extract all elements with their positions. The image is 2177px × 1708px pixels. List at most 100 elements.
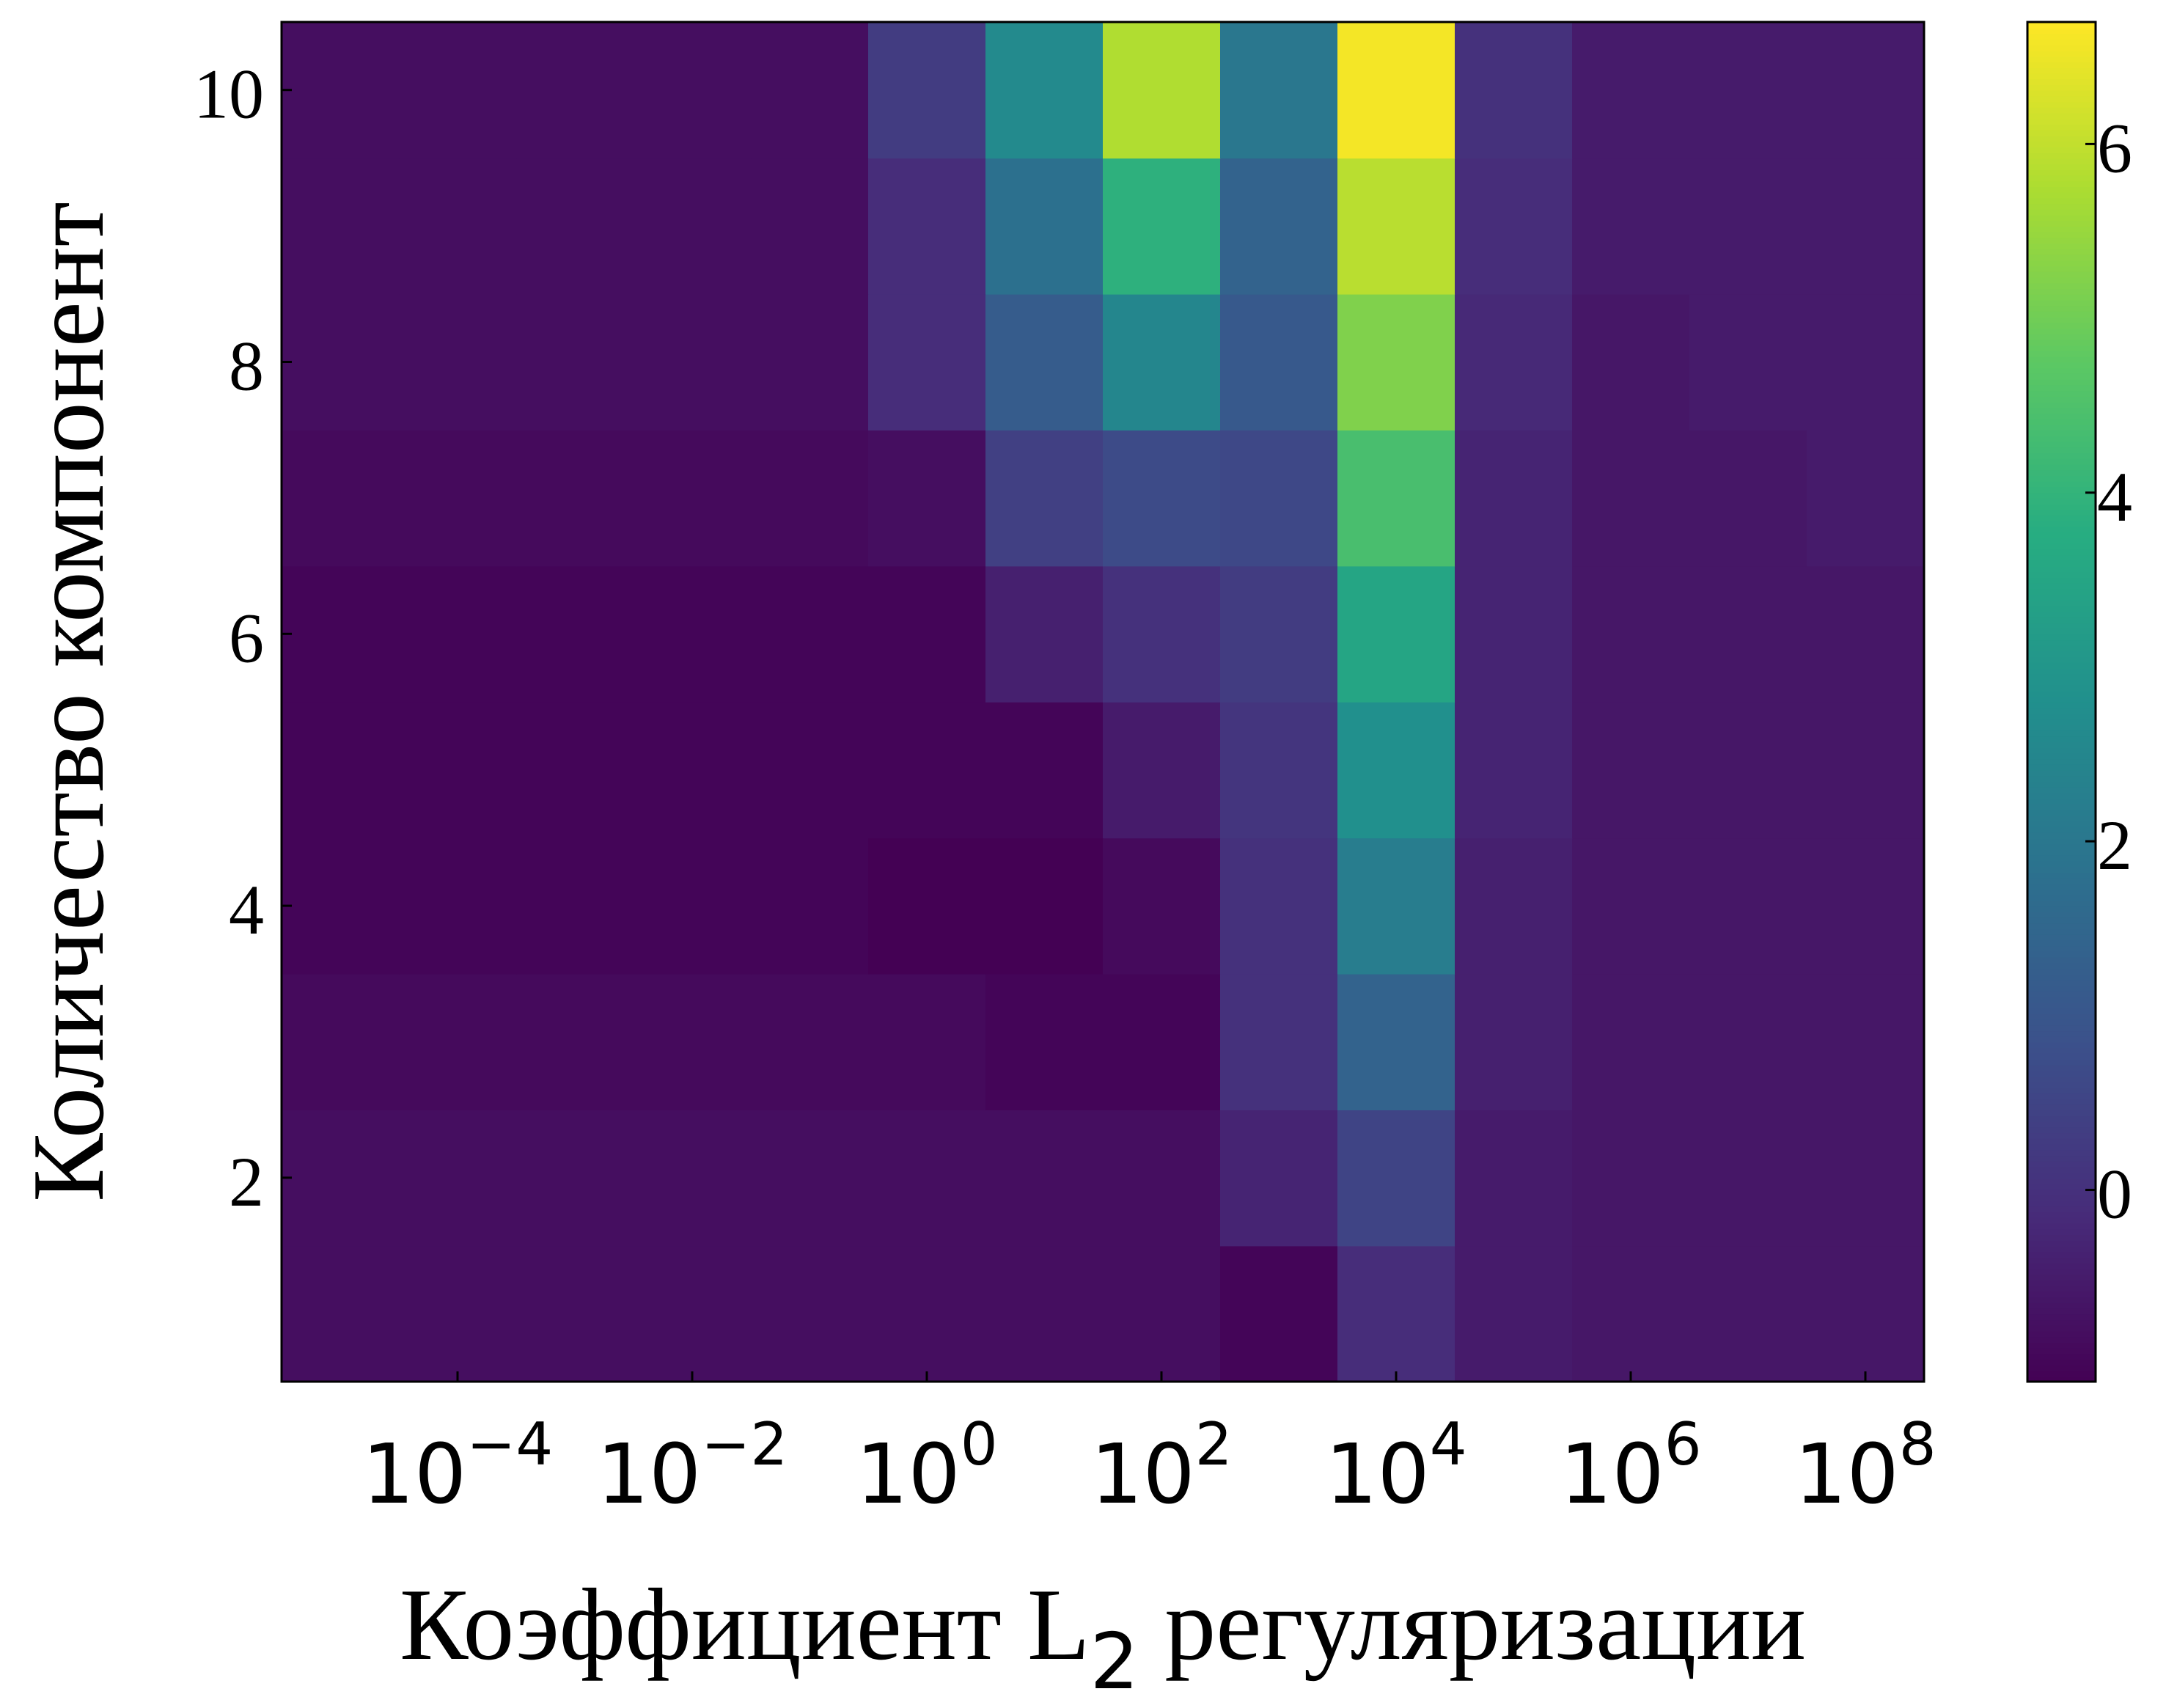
colorbar-band (2027, 622, 2096, 629)
heatmap-cell (1220, 1110, 1338, 1247)
heatmap-cell (516, 1245, 634, 1382)
heatmap-cell (516, 702, 634, 839)
heatmap-cell (1455, 702, 1573, 839)
heatmap-cell (1103, 702, 1221, 839)
colorbar-band (2027, 1336, 2096, 1343)
heatmap-cell (399, 702, 517, 839)
heatmap-cell (868, 158, 986, 295)
colorbar-band (2027, 1070, 2096, 1077)
colorbar-tick-label: 2 (2097, 806, 2132, 884)
colorbar-band (2027, 1245, 2096, 1253)
colorbar-band (2027, 532, 2096, 538)
colorbar-band (2027, 781, 2096, 788)
heatmap-cell (1689, 430, 1807, 567)
colorbar-band (2027, 197, 2096, 205)
heatmap-cell (1807, 22, 1925, 159)
colorbar-band (2027, 1330, 2096, 1338)
colorbar-band (2027, 1166, 2096, 1173)
colorbar-band (2027, 1036, 2096, 1043)
x-tick-label: 108 (1794, 1410, 1936, 1522)
heatmap-cell (1807, 702, 1925, 839)
heatmap-cell (1689, 22, 1807, 159)
heatmap-cell (1455, 1110, 1573, 1247)
colorbar-band (2027, 1064, 2096, 1071)
y-tick-label: 4 (229, 871, 264, 949)
colorbar-band (2027, 1025, 2096, 1032)
colorbar-band (2027, 719, 2096, 725)
colorbar-band (2027, 798, 2096, 805)
colorbar-band (2027, 430, 2096, 436)
heatmap-cell (516, 430, 634, 567)
heatmap-cell (399, 158, 517, 295)
heatmap-cell (634, 158, 752, 295)
colorbar-band (2027, 588, 2096, 595)
colorbar-band (2027, 231, 2096, 238)
heatmap-cell (985, 430, 1104, 567)
colorbar-band (2027, 1212, 2096, 1218)
heatmap-cell (868, 837, 986, 975)
heatmap-cell (516, 565, 634, 703)
colorbar-band (2027, 106, 2096, 114)
colorbar-band (2027, 985, 2096, 992)
colorbar-band (2027, 89, 2096, 97)
heatmap-cell (1689, 837, 1807, 975)
colorbar-band (2027, 758, 2096, 765)
y-tick-label: 2 (229, 1143, 264, 1221)
colorbar-band (2027, 164, 2096, 170)
heatmap-cell (634, 293, 752, 430)
colorbar-band (2027, 634, 2096, 641)
colorbar-band (2027, 395, 2096, 403)
colorbar-band (2027, 214, 2096, 221)
colorbar-band (2027, 390, 2096, 397)
colorbar-band (2027, 526, 2096, 533)
heatmap-cell (751, 1245, 869, 1382)
x-tick-label: 106 (1560, 1410, 1701, 1522)
colorbar-band (2027, 486, 2096, 494)
colorbar-band (2027, 1319, 2096, 1326)
heatmap-cell (399, 973, 517, 1110)
colorbar-band (2027, 667, 2096, 675)
colorbar-band (2027, 934, 2096, 941)
colorbar-band (2027, 775, 2096, 782)
colorbar-band (2027, 254, 2096, 261)
colorbar-band (2027, 1234, 2096, 1241)
heatmap-cell (1572, 565, 1690, 703)
colorbar-band (2027, 1047, 2096, 1054)
heatmap-cell (868, 1245, 986, 1382)
colorbar-band (2027, 594, 2096, 601)
x-axis-ticks: 10−4 10−2 100 102 104 106 108 (362, 1371, 1936, 1522)
colorbar-band (2027, 50, 2096, 57)
colorbar-band (2027, 730, 2096, 737)
colorbar-band (2027, 713, 2096, 720)
heatmap-cell (282, 1110, 400, 1247)
colorbar-band (2027, 1075, 2096, 1082)
colorbar-tick-label: 0 (2097, 1155, 2132, 1234)
heatmap-cell (1103, 22, 1221, 159)
colorbar-band (2027, 67, 2096, 74)
heatmap-cell (1572, 430, 1690, 567)
colorbar-band (2027, 571, 2096, 579)
colorbar-band (2027, 968, 2096, 975)
colorbar-band (2027, 288, 2096, 295)
y-axis-title: Количество компонент (12, 202, 125, 1202)
colorbar-band (2027, 305, 2096, 312)
colorbar-band (2027, 299, 2096, 307)
heatmap-cell (1103, 158, 1221, 295)
heatmap-cell (1455, 565, 1573, 703)
heatmap-cell (985, 1245, 1104, 1382)
colorbar-band (2027, 367, 2096, 374)
heatmap-cell (868, 293, 986, 430)
colorbar-band (2027, 1177, 2096, 1184)
heatmap-cell (751, 158, 869, 295)
heatmap-cell (868, 973, 986, 1110)
colorbar-band (2027, 582, 2096, 590)
heatmap-cell (985, 22, 1104, 159)
colorbar-band (2027, 769, 2096, 777)
colorbar-band (2027, 435, 2096, 442)
colorbar-band (2027, 475, 2096, 482)
colorbar-band (2027, 650, 2096, 658)
colorbar-band (2027, 401, 2096, 408)
heatmap-cell (1103, 1110, 1221, 1247)
colorbar-band (2027, 146, 2096, 153)
colorbar-band (2027, 684, 2096, 692)
